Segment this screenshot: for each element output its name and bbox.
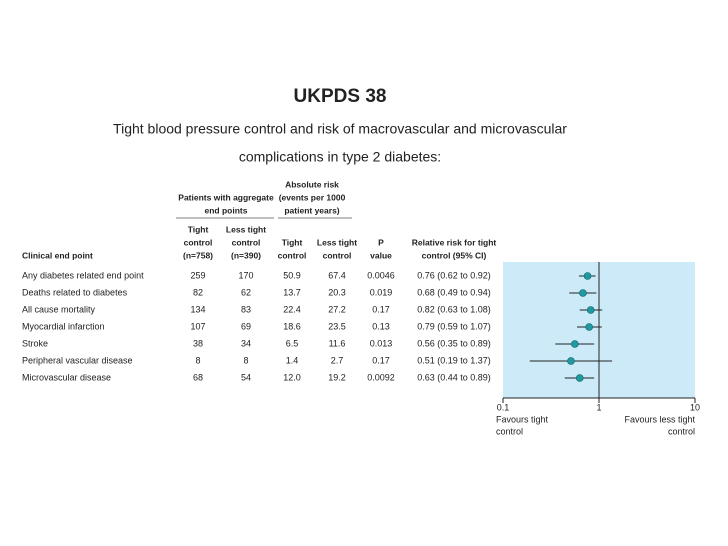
x-tick-label: 0.1 (497, 402, 510, 412)
group-header: (events per 1000 (279, 192, 346, 202)
table-cell: 1.4 (286, 355, 299, 365)
point-estimate (583, 272, 592, 280)
table-cell: 0.17 (372, 355, 390, 365)
table-cell: 0.51 (0.19 to 1.37) (417, 355, 491, 365)
column-header: value (370, 250, 392, 260)
group-header: Patients with aggregate (178, 192, 274, 202)
table-cell: 62 (241, 287, 251, 297)
column-header: control (323, 250, 352, 260)
subtitle: Tight blood pressure control and risk of… (113, 121, 567, 137)
column-header: (n=390) (231, 250, 261, 260)
table-cell: 2.7 (331, 355, 344, 365)
column-header: (n=758) (183, 250, 213, 260)
x-tick-label: 10 (690, 402, 700, 412)
table-cell: 23.5 (328, 321, 346, 331)
table-cell: 134 (190, 304, 205, 314)
table-cell: Microvascular disease (22, 372, 111, 382)
table-cell: 34 (241, 338, 251, 348)
column-header: P (378, 237, 384, 247)
table-cell: 0.76 (0.62 to 0.92) (417, 270, 491, 280)
table-cell: 83 (241, 304, 251, 314)
column-header: Relative risk for tight (412, 237, 497, 247)
column-header: Less tight (226, 224, 266, 234)
table-cell: 259 (190, 270, 205, 280)
table-cell: Peripheral vascular disease (22, 355, 133, 365)
point-estimate (571, 340, 579, 348)
table-cell: 82 (193, 287, 203, 297)
table-cell: Myocardial infarction (22, 321, 105, 331)
table-cell: 0.79 (0.59 to 1.07) (417, 321, 491, 331)
table-cell: 18.6 (283, 321, 301, 331)
table-cell: 0.17 (372, 304, 390, 314)
table-cell: Stroke (22, 338, 48, 348)
column-header: Tight (188, 224, 209, 234)
x-tick-label: 1 (596, 402, 601, 412)
table-cell: 0.019 (370, 287, 393, 297)
column-header: Less tight (317, 237, 357, 247)
column-header: Tight (282, 237, 303, 247)
table-cell: 170 (238, 270, 253, 280)
table-cell: 8 (243, 355, 248, 365)
table-cell: 54 (241, 372, 251, 382)
table-cell: 0.63 (0.44 to 0.89) (417, 372, 491, 382)
subtitle: complications in type 2 diabetes: (239, 149, 441, 165)
group-header: patient years) (284, 205, 339, 215)
column-header: control (95% CI) (422, 250, 487, 260)
table-cell: Any diabetes related end point (22, 270, 144, 280)
column-header: Clinical end point (22, 250, 93, 260)
table-cell: 19.2 (328, 372, 346, 382)
table-cell: 0.13 (372, 321, 390, 331)
point-estimate (579, 289, 587, 297)
table-cell: 0.0046 (367, 270, 395, 280)
point-estimate (575, 374, 584, 382)
table-cell: 13.7 (283, 287, 301, 297)
table-cell: 0.013 (370, 338, 393, 348)
table-cell: 0.56 (0.35 to 0.89) (417, 338, 491, 348)
x-label: control (668, 426, 695, 436)
column-header: control (278, 250, 307, 260)
table-cell: 27.2 (328, 304, 346, 314)
table-cell: 38 (193, 338, 203, 348)
table-cell: All cause mortality (22, 304, 96, 314)
table-cell: 0.0092 (367, 372, 395, 382)
group-header: end points (205, 205, 248, 215)
table-cell: 0.82 (0.63 to 1.08) (417, 304, 491, 314)
table-cell: 12.0 (283, 372, 301, 382)
point-estimate (585, 323, 593, 331)
table-cell: 11.6 (329, 338, 346, 348)
x-label: Favours less tight (624, 414, 695, 424)
point-estimate (586, 306, 595, 314)
table-cell: 69 (241, 321, 251, 331)
table-cell: 8 (195, 355, 200, 365)
table-cell: 67.4 (328, 270, 346, 280)
column-header: control (232, 237, 261, 247)
column-header: control (184, 237, 213, 247)
point-estimate (567, 357, 575, 365)
group-header: Absolute risk (285, 179, 339, 189)
x-label: control (496, 426, 523, 436)
slide-title: UKPDS 38 (294, 86, 387, 107)
table-cell: 20.3 (328, 287, 346, 297)
table-cell: 107 (190, 321, 205, 331)
table-cell: Deaths related to diabetes (22, 287, 128, 297)
table-cell: 50.9 (283, 270, 301, 280)
table-cell: 6.5 (286, 338, 299, 348)
x-label: Favours tight (496, 414, 549, 424)
table-cell: 22.4 (283, 304, 301, 314)
table-cell: 0.68 (0.49 to 0.94) (417, 287, 491, 297)
table-cell: 68 (193, 372, 203, 382)
